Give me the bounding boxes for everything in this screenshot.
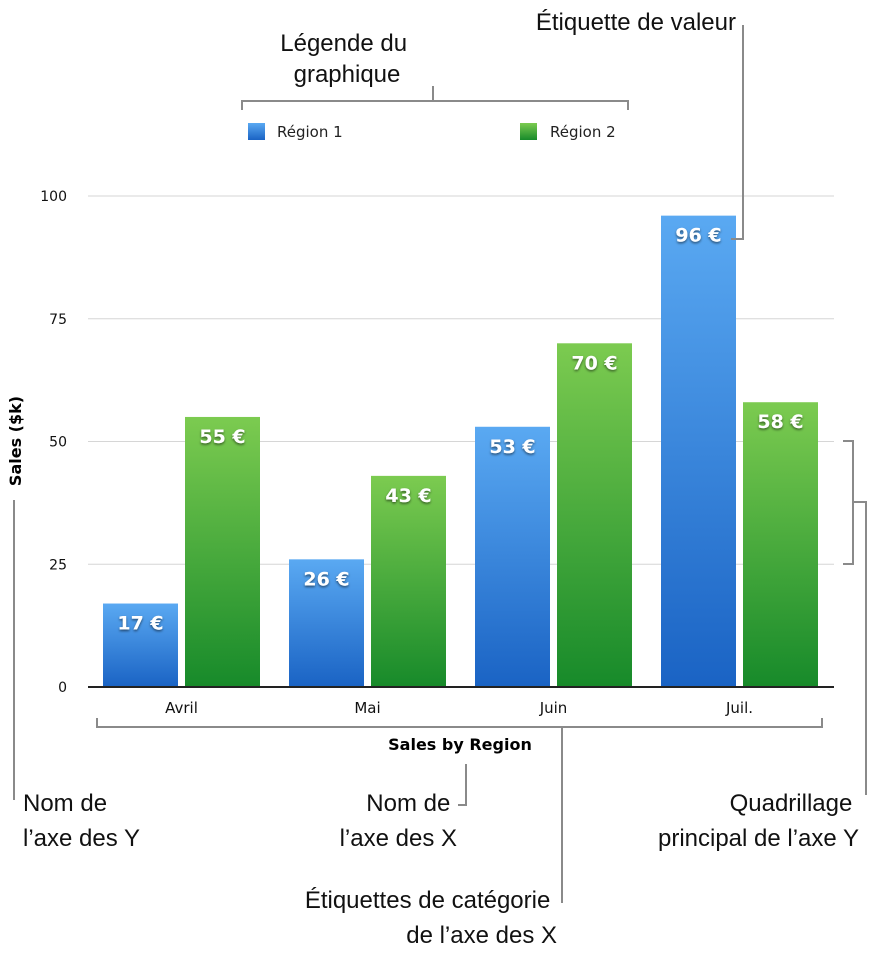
x-axis-title: Sales by Region [388, 735, 532, 754]
value-label: 58 € [757, 411, 803, 433]
callout-x-axis-name: Nom de l’axe des X [340, 790, 457, 852]
bar-2 [743, 402, 818, 687]
bars: 17 € 55 € 26 € 43 € 53 € 70 € 96 € 58 € [103, 215, 818, 687]
legend-label-region-2: Région 2 [550, 123, 616, 141]
callout-texts: Légende du graphique Étiquette de valeur… [23, 9, 859, 949]
legend-swatch-region-1 [248, 123, 265, 140]
y-tick-label: 50 [49, 435, 67, 451]
callout-category-labels: Étiquettes de catégorie de l’axe des X [305, 887, 557, 949]
y-tick-label: 0 [58, 680, 67, 696]
x-axis-name-leader [458, 764, 467, 806]
x-category-labels: Avril Mai Juin Juil. [165, 699, 753, 717]
legend-bracket [241, 86, 629, 110]
category-bracket [96, 718, 823, 903]
bar-1 [475, 426, 550, 687]
value-label: 70 € [571, 352, 617, 374]
callout-leaders [13, 25, 867, 903]
y-tick-labels: 0 25 50 75 100 [40, 189, 67, 696]
callout-y-axis-name: Nom de l’axe des Y [23, 790, 140, 852]
value-label: 53 € [489, 436, 535, 458]
y-tick-label: 75 [49, 312, 67, 328]
bar-1 [661, 215, 736, 687]
legend-swatch-region-2 [520, 123, 537, 140]
x-category-label: Mai [354, 699, 380, 717]
callout-value-label: Étiquette de valeur [536, 9, 736, 36]
bar-2 [557, 343, 632, 687]
value-label-leader [731, 25, 744, 240]
bar-2 [185, 416, 260, 687]
value-label: 96 € [675, 225, 721, 247]
y-axis-title: Sales ($k) [6, 396, 25, 486]
y-tick-label: 25 [49, 557, 67, 573]
callout-gridlines: Quadrillage principal de l’axe Y [658, 790, 859, 852]
legend: Région 1 Région 2 [248, 123, 616, 141]
x-category-label: Avril [165, 699, 198, 717]
y-tick-label: 100 [40, 189, 67, 205]
bar-1 [289, 559, 364, 687]
bar-1 [103, 603, 178, 687]
x-category-label: Juin [539, 699, 568, 717]
callout-legend: Légende du graphique [280, 30, 413, 88]
gridline-bracket [843, 440, 867, 795]
value-label: 17 € [117, 613, 163, 635]
bar-2 [371, 475, 446, 687]
legend-label-region-1: Région 1 [277, 123, 343, 141]
value-label: 55 € [199, 426, 245, 448]
x-category-label: Juil. [725, 699, 753, 717]
value-label: 26 € [303, 568, 349, 590]
value-label: 43 € [385, 485, 431, 507]
